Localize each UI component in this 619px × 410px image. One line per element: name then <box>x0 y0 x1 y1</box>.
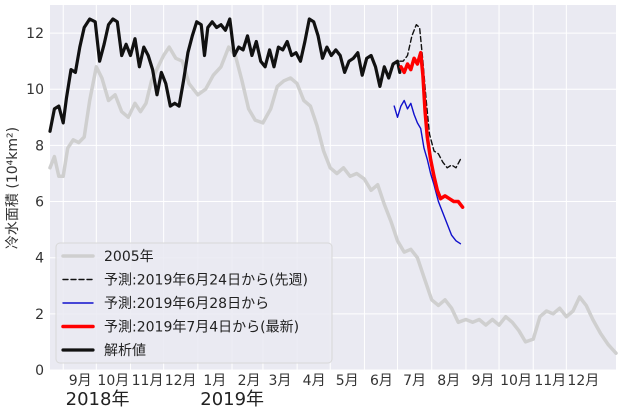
legend-label: 予測:2019年6月24日から(先週) <box>104 273 308 289</box>
series-line-3 <box>399 50 465 209</box>
x-tick-label: 3月 <box>268 373 291 389</box>
x-tick-label: 10月 <box>97 373 129 389</box>
x-tick-label: 7月 <box>403 373 426 389</box>
x-tick-label: 11月 <box>534 373 566 389</box>
y-tick-label: 2 <box>35 307 44 323</box>
x-tick-label: 1月 <box>203 373 226 389</box>
legend-label: 予測:2019年6月28日から <box>104 296 269 312</box>
year-label: 2018年 <box>66 389 130 410</box>
y-tick-label: 6 <box>35 195 44 211</box>
x-tick-label: 9月 <box>471 373 494 389</box>
x-tick-label: 6月 <box>370 373 393 389</box>
y-tick-label: 4 <box>35 251 44 267</box>
x-tick-label: 10月 <box>500 373 532 389</box>
y-tick-label: 8 <box>35 138 44 154</box>
x-tick-label: 5月 <box>336 373 359 389</box>
series-line-4 <box>48 17 402 133</box>
legend-label: 解析値 <box>104 343 146 359</box>
y-tick-label: 12 <box>26 26 44 42</box>
x-tick-label: 8月 <box>437 373 460 389</box>
y-tick-label: 0 <box>35 363 44 379</box>
x-tick-label: 2月 <box>238 373 261 389</box>
series-layer <box>48 17 618 355</box>
x-tick-label: 9月 <box>69 373 92 389</box>
year-label: 2019年 <box>200 389 264 410</box>
legend-label: 予測:2019年7月4日から(最新) <box>104 320 299 336</box>
y-axis-label: 冷水面積 (10⁴km²) <box>5 127 21 249</box>
x-tick-label: 12月 <box>567 373 599 389</box>
y-tick-label: 10 <box>26 82 44 98</box>
x-tick-label: 11月 <box>132 373 164 389</box>
x-tick-label: 12月 <box>165 373 197 389</box>
series-line-2 <box>393 99 462 245</box>
y-axis-ticks: 0 2 4 6 8 10 12 <box>26 26 44 379</box>
x-tick-label: 4月 <box>303 373 326 389</box>
x-axis-ticks: 9月 10月 11月 12月 1月 2月 3月 4月 5月 6月 7月 8月 9月 10月 11月 12月20… <box>66 373 600 410</box>
series-line-0 <box>48 45 618 355</box>
legend-label: 2005年 <box>104 249 154 265</box>
legend-box <box>55 242 333 364</box>
